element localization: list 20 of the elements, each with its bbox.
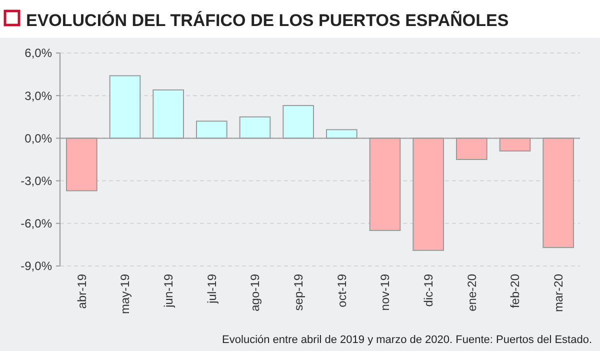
- x-tick-label: nov-19: [378, 274, 392, 311]
- x-tick-label: jul-19: [204, 274, 219, 304]
- x-tick-label: oct-19: [334, 274, 349, 308]
- x-tick-label: sep-19: [292, 274, 306, 311]
- x-tick-label: ago-19: [248, 274, 262, 312]
- y-tick-label: -9,0%: [20, 259, 52, 274]
- x-tick-label: jun-19: [162, 274, 176, 308]
- y-tick-label: 3,0%: [24, 88, 52, 103]
- chart-title: EVOLUCIÓN DEL TRÁFICO DE LOS PUERTOS ESPAÑOLES: [26, 10, 509, 30]
- x-tick-label: feb-20: [508, 274, 522, 308]
- x-tick-label: mar-20: [552, 274, 566, 312]
- x-tick-label: dic-19: [422, 274, 436, 307]
- y-tick-label: -3,0%: [20, 174, 52, 188]
- y-tick-label: -6,0%: [20, 216, 52, 231]
- y-tick-label: 6,0%: [24, 46, 52, 60]
- text: Evolución entre abril de 2019 y marzo de 2020. Fuente: Puertos del Estado.: [222, 334, 592, 346]
- x-tick-label: abr-19: [74, 274, 89, 309]
- x-tick-label: ene-20: [464, 274, 479, 312]
- x-tick-label: may-19: [118, 274, 132, 314]
- y-tick-label: 0,0%: [24, 131, 52, 146]
